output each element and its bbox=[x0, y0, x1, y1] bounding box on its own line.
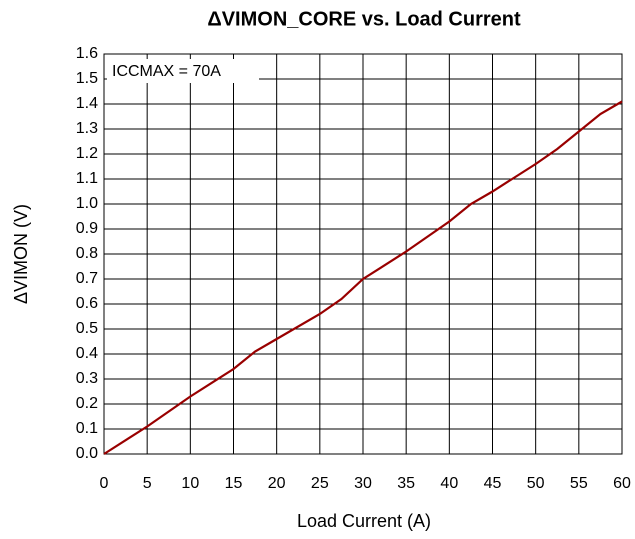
y-tick-label: 1.0 bbox=[76, 195, 98, 212]
x-tick-label: 25 bbox=[311, 475, 329, 492]
y-tick-label: 1.4 bbox=[76, 95, 98, 112]
y-tick-label: 0.7 bbox=[76, 270, 98, 287]
y-tick-label: 0.6 bbox=[76, 295, 98, 312]
y-tick-label: 1.2 bbox=[76, 145, 98, 162]
y-tick-label: 0.8 bbox=[76, 245, 98, 262]
x-tick-label: 40 bbox=[440, 475, 458, 492]
y-tick-label: 1.5 bbox=[76, 70, 98, 87]
annotation: ICCMAX = 70A bbox=[112, 63, 221, 80]
y-tick-label: 0.3 bbox=[76, 370, 98, 387]
plot-border bbox=[103, 53, 623, 455]
x-axis-label: Load Current (A) bbox=[297, 511, 431, 531]
y-tick-label: 1.1 bbox=[76, 170, 98, 187]
x-tick-label: 35 bbox=[397, 475, 415, 492]
y-tick-label: 0.2 bbox=[76, 395, 98, 412]
y-tick-label: 1.6 bbox=[76, 45, 98, 62]
y-tick-label: 0.5 bbox=[76, 320, 98, 337]
x-tick-label: 55 bbox=[570, 475, 588, 492]
x-tick-label: 10 bbox=[181, 475, 199, 492]
x-tick-label: 50 bbox=[527, 475, 545, 492]
annotation-box bbox=[107, 59, 259, 83]
x-tick-label: 15 bbox=[225, 475, 243, 492]
y-tick-label: 0.4 bbox=[76, 345, 98, 362]
x-tick-label: 30 bbox=[354, 475, 372, 492]
y-tick-label: 0.9 bbox=[76, 220, 98, 237]
y-tick-label: 0.1 bbox=[76, 420, 98, 437]
chart-title: ΔVIMON_CORE vs. Load Current bbox=[207, 8, 521, 30]
x-tick-label: 45 bbox=[484, 475, 502, 492]
y-axis-label: ΔVIMON (V) bbox=[11, 204, 31, 304]
data-line bbox=[103, 100, 623, 455]
x-tick-label: 60 bbox=[613, 475, 631, 492]
y-tick-label: 1.3 bbox=[76, 120, 98, 137]
x-tick-label: 5 bbox=[143, 475, 152, 492]
x-tick-label: 20 bbox=[268, 475, 286, 492]
y-tick-label: 0.0 bbox=[76, 445, 98, 462]
x-tick-label: 0 bbox=[100, 475, 109, 492]
